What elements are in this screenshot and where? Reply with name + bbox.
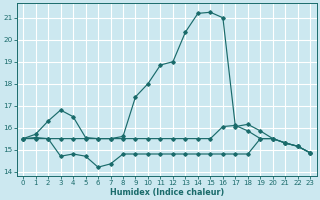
X-axis label: Humidex (Indice chaleur): Humidex (Indice chaleur) [109, 188, 224, 197]
